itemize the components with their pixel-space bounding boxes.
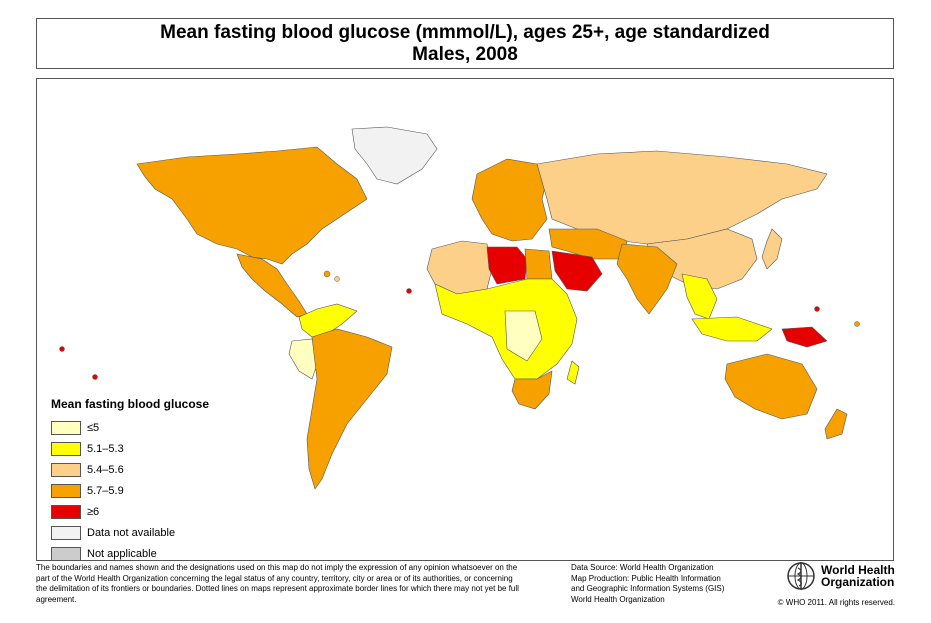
legend-item: Data not available xyxy=(51,522,241,543)
legend-swatch-5-7-5-9 xyxy=(51,483,81,498)
who-name-line1: World Health xyxy=(821,563,895,577)
legend-item: Not applicable xyxy=(51,543,241,560)
legend-item: ≥6 xyxy=(51,501,241,522)
legend-label: 5.1–5.3 xyxy=(87,442,124,455)
legend-label: 5.7–5.9 xyxy=(87,484,124,497)
legend-label: Not applicable xyxy=(87,547,157,560)
region-pacific-islands xyxy=(854,321,860,327)
legend-label: Data not available xyxy=(87,526,176,539)
legend-swatch-ge6 xyxy=(51,504,81,519)
map-title: Mean fasting blood glucose (mmmol/L), ag… xyxy=(160,22,770,43)
region-north-america xyxy=(136,146,368,265)
region-papua-new-guinea xyxy=(781,326,828,348)
legend-item: ≤5 xyxy=(51,417,241,438)
legend-item: 5.1–5.3 xyxy=(51,438,241,459)
who-name: World Health Organization xyxy=(821,564,895,588)
region-pacific-islands xyxy=(59,346,65,352)
region-new-zealand xyxy=(824,408,848,440)
region-colombia-venezuela xyxy=(298,303,358,338)
source-line: and Geographic Information Systems (GIS) xyxy=(571,584,725,593)
map-title-box: Mean fasting blood glucose (mmmol/L), ag… xyxy=(36,18,894,69)
who-emblem-icon xyxy=(787,562,815,590)
source-line: World Health Organization xyxy=(571,594,665,604)
world-map xyxy=(59,126,860,490)
data-source: Data Source: World Health Organization M… xyxy=(571,563,761,605)
region-caribbean xyxy=(323,270,331,278)
legend-label: ≥6 xyxy=(87,505,100,518)
legend-item: 5.7–5.9 xyxy=(51,480,241,501)
source-line: Map Production: Public Health Informatio… xyxy=(571,573,721,583)
who-name-line2: Organization xyxy=(821,575,895,589)
region-middle-east xyxy=(548,228,628,260)
legend-title: Mean fasting blood glucose xyxy=(51,397,210,411)
region-saudi-arabia xyxy=(551,250,603,292)
region-russia-central-asia xyxy=(536,150,828,245)
who-logo: World Health Organization xyxy=(785,560,895,592)
legend-swatch-5-4-5-6 xyxy=(51,462,81,477)
region-central-africa xyxy=(504,310,543,362)
legend-swatch-not-available xyxy=(51,525,81,540)
disclaimer-text: The boundaries and names shown and the d… xyxy=(36,563,519,604)
region-indonesia xyxy=(691,316,773,342)
source-line: Data Source: World Health Organization xyxy=(571,563,714,572)
legend-item: 5.4–5.6 xyxy=(51,459,241,480)
legend-label: ≤5 xyxy=(87,421,100,434)
map-subtitle: Males, 2008 xyxy=(412,44,518,65)
region-southern-africa xyxy=(511,370,553,410)
map-frame: Mean fasting blood glucose ≤5 5.1–5.3 5.… xyxy=(36,78,894,561)
region-mexico-central-america xyxy=(236,253,308,318)
region-australia xyxy=(724,353,818,420)
copyright: © WHO 2011. All rights reserved. xyxy=(777,598,895,607)
region-europe xyxy=(471,158,548,242)
region-japan xyxy=(761,228,783,270)
legend-swatch-le5 xyxy=(51,420,81,435)
legend-swatch-5-1-5-3 xyxy=(51,441,81,456)
legend-label: 5.4–5.6 xyxy=(87,463,124,476)
map-legend: Mean fasting blood glucose ≤5 5.1–5.3 5.… xyxy=(51,397,241,560)
region-pacific-islands xyxy=(814,306,820,312)
region-pacific-islands xyxy=(92,374,98,380)
region-egypt xyxy=(524,248,553,280)
region-madagascar xyxy=(566,360,580,385)
region-atlantic-islands xyxy=(406,288,412,294)
region-caribbean xyxy=(334,276,340,282)
legend-swatch-not-applicable xyxy=(51,546,81,560)
region-south-asia xyxy=(616,243,678,315)
region-libya xyxy=(486,246,528,285)
region-greenland xyxy=(351,126,438,185)
region-south-america xyxy=(306,328,393,490)
